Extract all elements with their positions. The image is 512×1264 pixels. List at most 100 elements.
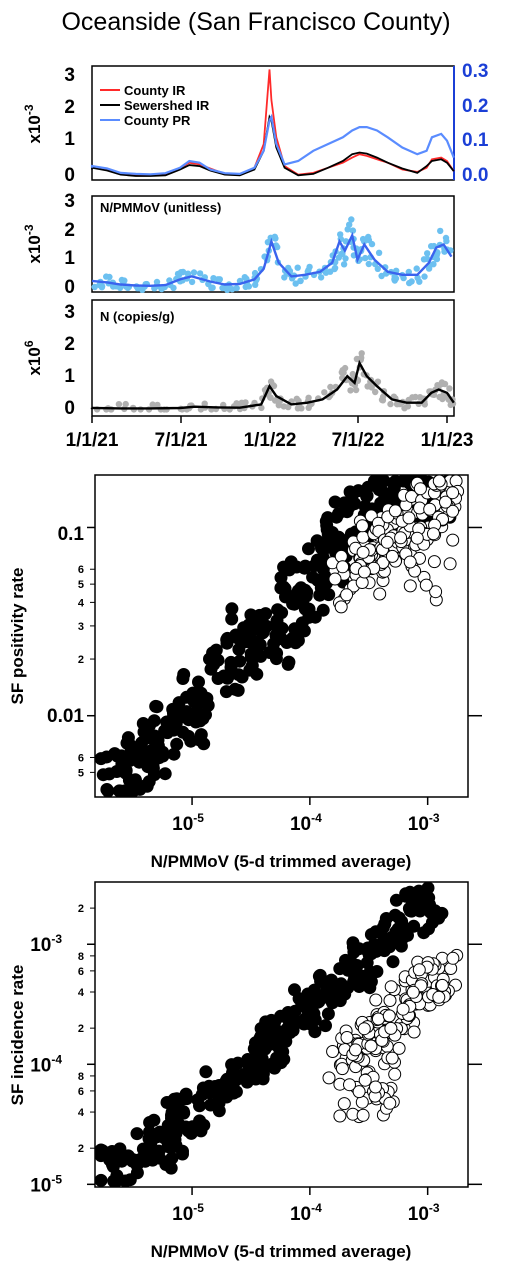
top-yexp: x10-3	[22, 104, 44, 143]
incidence-filled-point	[123, 1173, 137, 1187]
positivity-filled-point	[279, 586, 293, 600]
positivity-filled-point	[196, 712, 210, 726]
nppm-point	[184, 270, 192, 277]
incidence-xtick-exp-2: -3	[429, 1201, 440, 1215]
incidence-filled-point	[370, 965, 384, 978]
positivity-open-point	[380, 535, 394, 549]
sewershed-ir-line	[91, 114, 455, 177]
positivity-open-point	[403, 555, 417, 569]
legend-county-ir: County IR	[124, 83, 186, 98]
positivity-filled-point	[113, 784, 127, 798]
n-copies-point	[358, 350, 365, 357]
positivity-filled-point	[343, 485, 357, 499]
n-copies-point	[439, 395, 446, 403]
n-copies-point	[321, 389, 328, 396]
positivity-xtick-0: 10-5	[172, 811, 204, 835]
nppm-point	[188, 278, 196, 286]
positivity-filled-point	[136, 717, 150, 730]
top-y2tick-2: 0.2	[462, 96, 488, 117]
incidence-minor-label-4: 2	[78, 1023, 84, 1035]
positivity-minor-label-4: 2	[78, 654, 84, 666]
bottom-ytick-3: 3	[64, 302, 75, 323]
date-xtick-3: 7/1/22	[332, 430, 385, 451]
positivity-filled-point	[281, 657, 295, 671]
incidence-ylabel: SF incidence rate	[8, 965, 27, 1106]
incidence-open-point	[383, 1096, 397, 1110]
incidence-filled-point	[199, 1065, 213, 1079]
panel-middle-frame	[91, 195, 455, 293]
nppm-point	[106, 273, 113, 281]
panel-top-y2axis: 0.0 0.1 0.2 0.3	[453, 61, 489, 186]
positivity-filled-point	[101, 784, 115, 798]
incidence-open-point	[382, 1009, 396, 1023]
positivity-filled-point	[275, 606, 289, 620]
nppm-point	[208, 284, 215, 291]
positivity-open-point	[443, 557, 457, 571]
incidence-filled-point	[391, 922, 405, 936]
incidence-minor-label-6: 6	[78, 1086, 84, 1098]
incidence-filled-point	[347, 975, 361, 989]
incidence-open-point	[388, 1067, 402, 1081]
positivity-filled-point	[225, 612, 239, 626]
incidence-filled-point	[345, 964, 358, 978]
nppm-point	[121, 277, 128, 284]
middle-ytick-1: 1	[64, 248, 75, 269]
middle-yaxis-label: x10-3	[22, 224, 44, 263]
incidence-open-point	[356, 1108, 370, 1122]
n-copies-point	[387, 400, 394, 408]
incidence-filled-point	[346, 936, 360, 950]
n-copies-point	[266, 394, 274, 401]
positivity-minor-label-6: 5	[78, 767, 84, 779]
positivity-filled-point	[194, 728, 208, 742]
incidence-xtick-exp-1: -4	[311, 1201, 322, 1215]
positivity-open-point	[385, 549, 399, 563]
positivity-open-point	[429, 585, 443, 599]
positivity-open-point	[423, 502, 437, 516]
positivity-filled-point	[235, 670, 249, 684]
incidence-minor-label-8: 2	[78, 1143, 84, 1155]
incidence-filled-point	[296, 1015, 310, 1029]
nppm-point	[375, 249, 383, 256]
incidence-open-point	[369, 1080, 382, 1094]
panel-bottom-frame	[91, 299, 455, 417]
incidence-open-point	[326, 1045, 340, 1058]
n-copies-point	[238, 399, 245, 406]
incidence-open-point	[333, 1109, 347, 1123]
top-y2tick-0: 0.0	[462, 165, 488, 186]
nppm-point	[421, 273, 428, 280]
incidence-filled-point	[110, 1152, 124, 1166]
positivity-filled-point	[119, 766, 133, 780]
incidence-yaxis: 10-310-410-5	[30, 932, 482, 1196]
incidence-open-point	[412, 963, 426, 977]
incidence-filled-point	[247, 1042, 261, 1056]
positivity-filled-point	[307, 559, 321, 573]
nppm-point	[365, 236, 373, 244]
positivity-filled-point	[249, 635, 263, 649]
positivity-filled-point	[201, 698, 215, 712]
incidence-open-point	[358, 1073, 372, 1087]
top-legend: County IR Sewershed IR County PR	[100, 83, 210, 128]
nppm-point	[251, 269, 259, 277]
positivity-filled-point	[151, 739, 165, 753]
nppm-point	[91, 283, 98, 291]
positivity-minor-label-1: 5	[78, 579, 84, 591]
incidence-minor-labels: 2 8 6 4 2 8 6 4 2	[78, 903, 95, 1155]
incidence-minor-label-1: 8	[78, 951, 84, 963]
incidence-open-point	[383, 994, 397, 1007]
positivity-open-point	[334, 600, 348, 614]
nppm-point	[331, 264, 339, 272]
nppm-point	[349, 227, 357, 234]
middle-ytick-3: 3	[64, 191, 75, 212]
incidence-filled-point	[165, 1105, 179, 1119]
date-xtick-1: 7/1/21	[155, 430, 208, 451]
positivity-open-point	[427, 527, 440, 541]
middle-marks	[91, 216, 454, 294]
positivity-open-point	[356, 530, 370, 544]
incidence-open-point	[406, 985, 420, 999]
positivity-open-point	[432, 474, 446, 488]
date-xtick-0: 1/1/21	[66, 430, 119, 451]
positivity-filled-point	[176, 725, 190, 739]
top-ytick-3: 3	[64, 65, 75, 86]
n-copies-point	[404, 403, 412, 410]
panel-top: 0 1 2 3 x10-3 0.0 0.1 0.2 0.3 County IR …	[22, 61, 489, 186]
